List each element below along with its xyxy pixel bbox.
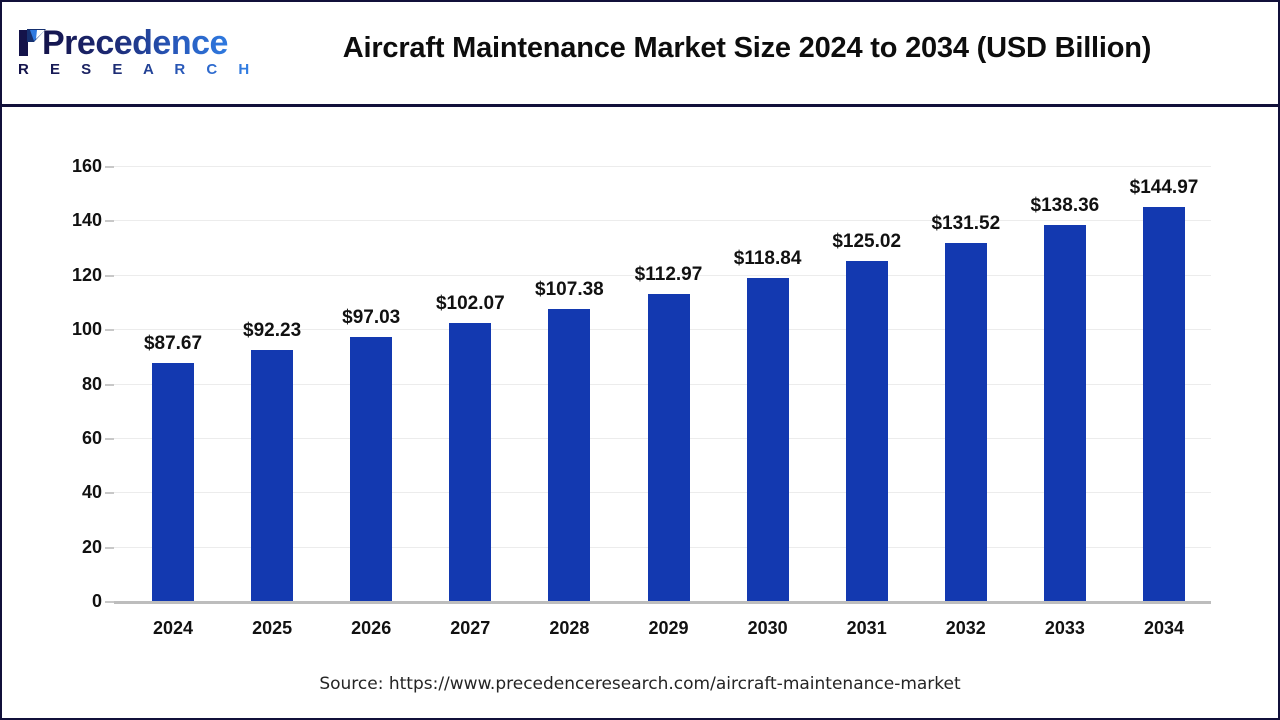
y-tick-mark [105,329,114,332]
y-tick-label: 40 [81,482,102,503]
y-tick-mark [105,601,114,603]
x-tick-label: 2027 [450,618,491,638]
y-tick-label: 20 [81,536,102,557]
bar-value-label: $97.03 [342,307,401,329]
logo-subtitle: R E S E A R C H [18,61,258,78]
precedence-research-logo: Precedence R E S E A R C H [16,24,249,86]
logo-wordmark: Precedence [42,24,228,62]
x-tick-label: 2032 [945,618,986,638]
x-tick-label: 2029 [648,618,689,638]
y-tick-mark [105,383,114,386]
y-tick-mark [105,166,114,168]
x-axis-line [114,601,1211,604]
y-tick-label: 60 [81,427,102,448]
y-tick-label: 160 [71,156,102,176]
y-tick-label: 120 [71,264,102,285]
y-tick-label: 0 [91,591,102,611]
page-title: Aircraft Maintenance Market Size 2024 to… [342,32,1152,64]
x-tick-label: 2024 [152,618,194,638]
x-tick-label: 2031 [846,618,887,638]
y-tick-mark [105,546,114,549]
bar-value-label: $118.84 [733,247,802,269]
x-tick-label: 2033 [1044,618,1085,638]
x-tick-label: 2030 [747,618,788,638]
source-caption: Source: https://www.precedenceresearch.c… [319,674,961,694]
bar-value-label: $144.97 [1129,176,1199,198]
gridline [114,166,1211,167]
bar[interactable] [1143,206,1185,601]
bar[interactable] [845,261,888,601]
x-tick-label: 2025 [252,618,293,638]
bar-value-label: $131.52 [931,213,1001,235]
y-tick-label: 80 [81,373,102,394]
chart-header: Precedence R E S E A R C H Aircraft Main… [2,2,1278,107]
bar[interactable] [251,350,294,601]
bar[interactable] [449,323,492,601]
chart-plot-area: 0 20 40 60 80 100 120 140 160 $87.67 $92.23 $97.03… [2,107,1278,718]
y-tick-label: 140 [71,210,102,231]
y-tick-mark [105,492,114,495]
bar[interactable] [152,362,194,601]
bar-value-label: $107.38 [535,279,604,301]
bar[interactable] [944,243,987,601]
gridline [114,220,1211,222]
bar-value-label: $125.02 [832,231,902,253]
x-tick-label: 2026 [351,618,392,638]
y-tick-mark [105,274,114,277]
y-tick-label: 100 [71,319,102,340]
bar[interactable] [647,293,690,601]
precedence-pennant-icon [19,29,46,56]
bar[interactable] [746,277,789,601]
x-tick-label: 2028 [549,618,590,638]
bar-value-label: $112.97 [634,263,703,285]
bar[interactable] [1043,224,1086,601]
y-tick-mark [105,437,114,440]
x-tick-label: 2034 [1143,618,1185,638]
bar-value-label: $87.67 [143,332,203,354]
bar-value-label: $138.36 [1030,194,1100,216]
bar[interactable] [548,309,591,601]
bar[interactable] [350,337,393,601]
bar-value-label: $92.23 [243,320,302,342]
gridline [114,274,1211,276]
y-tick-mark [105,220,114,223]
bar-value-label: $102.07 [435,293,505,315]
